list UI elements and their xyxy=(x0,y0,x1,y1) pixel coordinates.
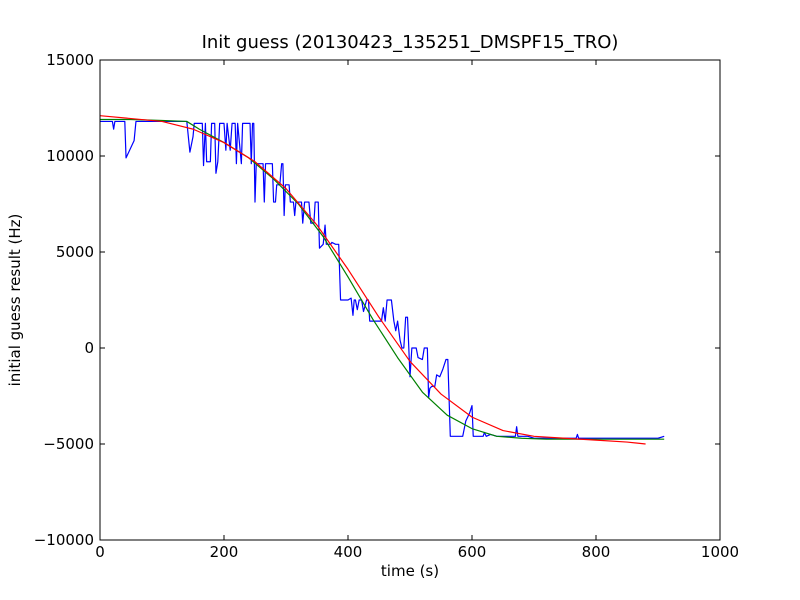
series-line-2 xyxy=(100,118,665,440)
y-tick-label: 15000 xyxy=(46,51,94,69)
y-tick-label: −10000 xyxy=(34,531,94,549)
x-axis: 0 200 400 600 800 1000 xyxy=(95,60,739,561)
plot-frame xyxy=(99,59,721,541)
x-tick-label: 800 xyxy=(582,543,611,561)
y-tick-label: 5000 xyxy=(56,243,94,261)
y-tick-label: −5000 xyxy=(43,435,94,453)
x-tick-label: 0 xyxy=(95,543,105,561)
x-axis-label: time (s) xyxy=(381,562,439,580)
x-tick-label: 400 xyxy=(334,543,363,561)
y-tick-label: 10000 xyxy=(46,147,94,165)
y-axis-label: initial guess result (Hz) xyxy=(6,214,24,387)
x-tick-label: 600 xyxy=(458,543,487,561)
y-axis: −10000 −5000 0 5000 10000 15000 xyxy=(34,51,720,549)
x-tick-label: 1000 xyxy=(701,543,739,561)
chart-title: Init guess (20130423_135251_DMSPF15_TRO) xyxy=(202,32,619,53)
series-line-1 xyxy=(100,120,665,439)
series-line-3 xyxy=(100,115,646,445)
x-tick-label: 200 xyxy=(210,543,239,561)
y-tick-label: 0 xyxy=(84,339,94,357)
series-layer xyxy=(100,115,665,445)
